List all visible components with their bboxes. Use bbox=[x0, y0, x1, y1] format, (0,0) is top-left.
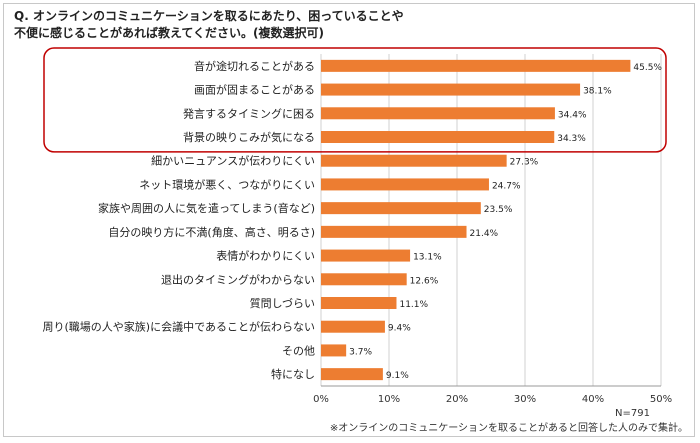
category-label: 音が途切れることがある bbox=[194, 59, 315, 73]
bar bbox=[321, 297, 397, 309]
bar bbox=[321, 344, 347, 357]
data-label: 24.7% bbox=[492, 181, 521, 191]
data-label: 13.1% bbox=[413, 253, 442, 263]
bar bbox=[321, 59, 631, 72]
chart-title: Q. オンラインのコミュニケーションを取るにあたり、困っていることや 不便に感じ… bbox=[14, 8, 404, 42]
category-label: 退出のタイミングがわからない bbox=[161, 272, 315, 286]
x-tick-label: 30% bbox=[514, 394, 536, 405]
bar bbox=[321, 131, 555, 143]
category-label: ネット環境が悪く、つながりにくい bbox=[139, 177, 315, 191]
x-tick-label: 40% bbox=[582, 394, 604, 405]
data-label: 38.1% bbox=[583, 87, 612, 97]
chart-title-line1: Q. オンラインのコミュニケーションを取るにあたり、困っていることや bbox=[14, 9, 404, 23]
x-tick-label: 0% bbox=[313, 394, 329, 405]
bar bbox=[321, 320, 385, 333]
data-label: 3.7% bbox=[349, 347, 372, 357]
category-label: 発言するタイミングに困る bbox=[183, 106, 315, 120]
sample-size-note: N=791 bbox=[615, 408, 650, 419]
bar bbox=[321, 249, 411, 262]
category-label: 背景の映りこみが気になる bbox=[183, 130, 315, 144]
chart-frame bbox=[3, 3, 695, 437]
data-label: 45.5% bbox=[633, 63, 662, 73]
bar bbox=[321, 273, 407, 286]
data-label: 9.1% bbox=[386, 371, 409, 381]
category-label: 質問しづらい bbox=[250, 296, 315, 310]
category-label: 細かいニュアンスが伝わりにくい bbox=[151, 154, 315, 168]
highlight-box bbox=[43, 47, 667, 153]
data-label: 9.4% bbox=[388, 324, 411, 334]
data-label: 11.1% bbox=[399, 300, 428, 310]
bar bbox=[321, 368, 383, 381]
data-label: 27.3% bbox=[510, 158, 539, 168]
data-label: 34.4% bbox=[558, 110, 587, 120]
category-label: 特になし bbox=[271, 367, 315, 381]
category-label: その他 bbox=[282, 344, 315, 357]
bar bbox=[321, 154, 507, 167]
category-label: 家族や周囲の人に気を遣ってしまう(音など) bbox=[98, 201, 315, 215]
bar bbox=[321, 107, 555, 120]
category-label: 表情がわかりにくい bbox=[216, 249, 315, 263]
data-label: 12.6% bbox=[410, 276, 439, 286]
footnote: ※オンラインのコミュニケーションを取ることがあると回答した人のみで集計。 bbox=[329, 423, 688, 434]
data-label: 34.3% bbox=[557, 134, 586, 144]
x-tick-label: 10% bbox=[378, 394, 400, 405]
x-tick-label: 50% bbox=[650, 394, 672, 405]
bar bbox=[321, 178, 489, 191]
x-tick-label: 20% bbox=[446, 394, 468, 405]
chart-title-line2: 不便に感じることがあれば教えてください。(複数選択可) bbox=[14, 26, 325, 40]
bar bbox=[321, 202, 481, 215]
category-label: 周り(職場の人や家族)に会議中であることが伝わらない bbox=[43, 320, 315, 334]
category-label: 画面が固まることがある bbox=[194, 83, 315, 97]
category-label: 自分の映り方に不満(角度、高さ、明るさ) bbox=[108, 225, 315, 239]
bar bbox=[321, 225, 467, 238]
data-label: 21.4% bbox=[470, 229, 499, 239]
data-label: 23.5% bbox=[484, 205, 513, 215]
bar bbox=[321, 83, 581, 96]
